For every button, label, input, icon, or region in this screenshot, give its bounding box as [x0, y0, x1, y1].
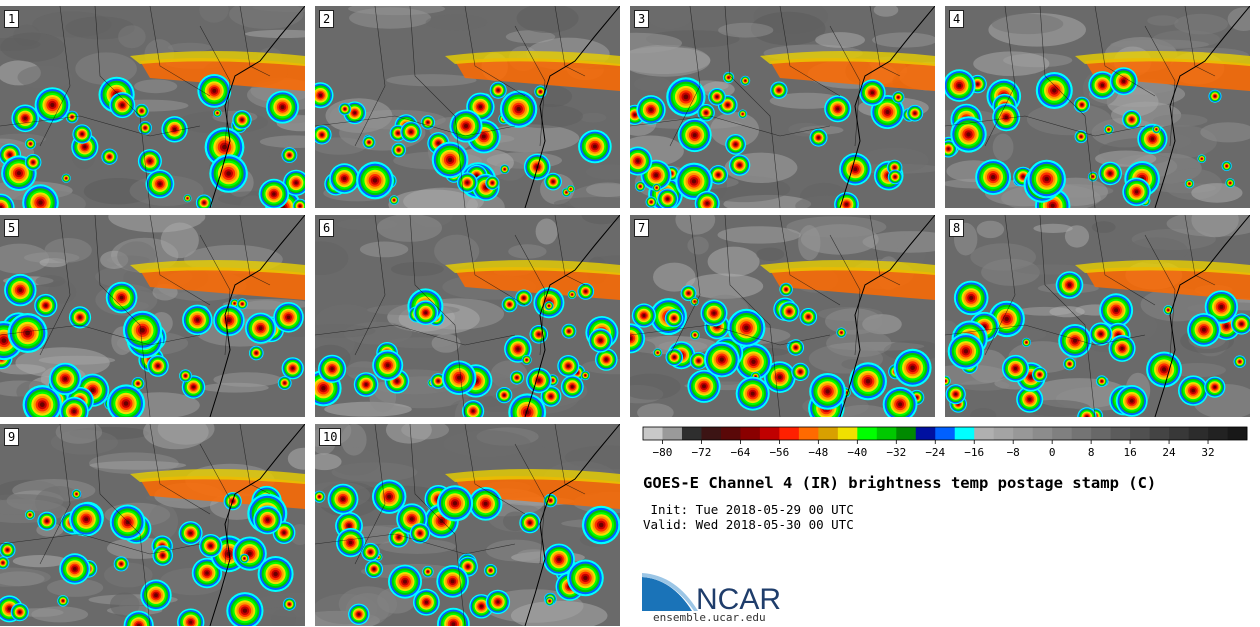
- panel-number: 8: [949, 219, 965, 237]
- colorbar-swatch: [798, 427, 819, 440]
- stamp-panel: 9: [0, 424, 305, 626]
- panel-number: 3: [634, 10, 650, 28]
- ir-satellite-map: [0, 6, 305, 208]
- colorbar-swatch: [818, 427, 839, 440]
- ir-satellite-map: [0, 215, 305, 417]
- colorbar-swatch: [701, 427, 722, 440]
- ir-satellite-map: [315, 424, 620, 626]
- colorbar-swatch: [896, 427, 917, 440]
- colorbar-swatch: [779, 427, 800, 440]
- ir-satellite-map: [945, 6, 1250, 208]
- colorbar-tick-label: −64: [730, 446, 750, 459]
- stamp-panel: 3: [630, 6, 935, 208]
- colorbar-tick-label: −16: [964, 446, 984, 459]
- colorbar-swatch: [915, 427, 936, 440]
- colorbar-tick-label: 32: [1201, 446, 1214, 459]
- colorbar-swatch: [759, 427, 780, 440]
- colorbar-swatch: [935, 427, 956, 440]
- colorbar-swatch: [1149, 427, 1170, 440]
- colorbar-tick-label: −56: [769, 446, 789, 459]
- stamp-panel: 5: [0, 215, 305, 417]
- valid-time: Valid: Wed 2018-05-30 00 UTC: [643, 517, 854, 532]
- stamp-panel: 4: [945, 6, 1250, 208]
- colorbar-tick-label: −40: [847, 446, 867, 459]
- colorbar-tick-label: 16: [1123, 446, 1136, 459]
- colorbar-tick-label: 8: [1088, 446, 1095, 459]
- ir-satellite-map: [945, 215, 1250, 417]
- colorbar-swatch: [1169, 427, 1189, 440]
- colorbar-tick-label: −72: [692, 446, 712, 459]
- ir-satellite-map: [315, 215, 620, 417]
- colorbar-swatch: [1052, 427, 1073, 440]
- colorbar-tick-label: 0: [1049, 446, 1056, 459]
- colorbar-swatch: [662, 427, 683, 440]
- colorbar-swatch: [974, 427, 995, 440]
- colorbar-swatch: [643, 427, 663, 440]
- panel-number: 6: [319, 219, 335, 237]
- colorbar-swatch: [993, 427, 1014, 440]
- ir-satellite-map: [630, 215, 935, 417]
- colorbar-swatch: [1208, 427, 1228, 440]
- ncar-logo-text: NCAR: [696, 583, 781, 613]
- colorbar-swatch: [857, 427, 878, 440]
- colorbar-swatch: [1130, 427, 1150, 440]
- colorbar-tick-label: 24: [1162, 446, 1176, 459]
- stamp-panel: 6: [315, 215, 620, 417]
- panel-number: 7: [634, 219, 650, 237]
- panel-number: 9: [4, 428, 20, 446]
- panel-number: 1: [4, 10, 20, 28]
- stamp-panel: 7: [630, 215, 935, 417]
- colorbar-swatch: [1032, 427, 1053, 440]
- colorbar-swatch: [681, 427, 702, 440]
- colorbar-swatch: [1091, 427, 1112, 440]
- colorbar-swatch: [1227, 427, 1248, 440]
- colorbar-tick-label: −32: [886, 446, 906, 459]
- colorbar: −80 −72 −64 −56 −48 −40 −32 −24 −16 −8 0 8 16 24 32: [642, 426, 1248, 459]
- ensemble-url: ensemble.ucar.edu: [653, 611, 766, 624]
- colorbar-swatch: [837, 427, 858, 440]
- ir-satellite-map: [0, 424, 305, 626]
- stamp-panel: 1: [0, 6, 305, 208]
- colorbar-swatch: [1188, 427, 1209, 440]
- colorbar-swatch: [1013, 427, 1034, 440]
- panel-number: 4: [949, 10, 965, 28]
- colorbar-swatch: [1110, 427, 1131, 440]
- init-time: Init: Tue 2018-05-29 00 UTC: [643, 502, 854, 517]
- colorbar-tick-label: −24: [925, 446, 945, 459]
- colorbar-swatch: [876, 427, 897, 440]
- panel-number: 5: [4, 219, 20, 237]
- colorbar-swatch: [740, 427, 761, 440]
- panel-number: 2: [319, 10, 335, 28]
- colorbar-swatch: [954, 427, 975, 440]
- ir-satellite-map: [630, 6, 935, 208]
- colorbar-swatch: [1071, 427, 1092, 440]
- stamp-panel: 10: [315, 424, 620, 626]
- figure-title: GOES-E Channel 4 (IR) brightness temp po…: [643, 474, 1157, 492]
- stamp-panel: 8: [945, 215, 1250, 417]
- colorbar-tick-label: −8: [1007, 446, 1020, 459]
- colorbar-swatch: [720, 427, 741, 440]
- stamp-panel: 2: [315, 6, 620, 208]
- colorbar-tick-label: −48: [808, 446, 828, 459]
- panel-number: 10: [319, 428, 342, 446]
- ncar-logo: NCAR: [642, 573, 781, 613]
- colorbar-tick-label: −80: [653, 446, 673, 459]
- ncar-logo-icon: [642, 577, 692, 611]
- ir-satellite-map: [315, 6, 620, 208]
